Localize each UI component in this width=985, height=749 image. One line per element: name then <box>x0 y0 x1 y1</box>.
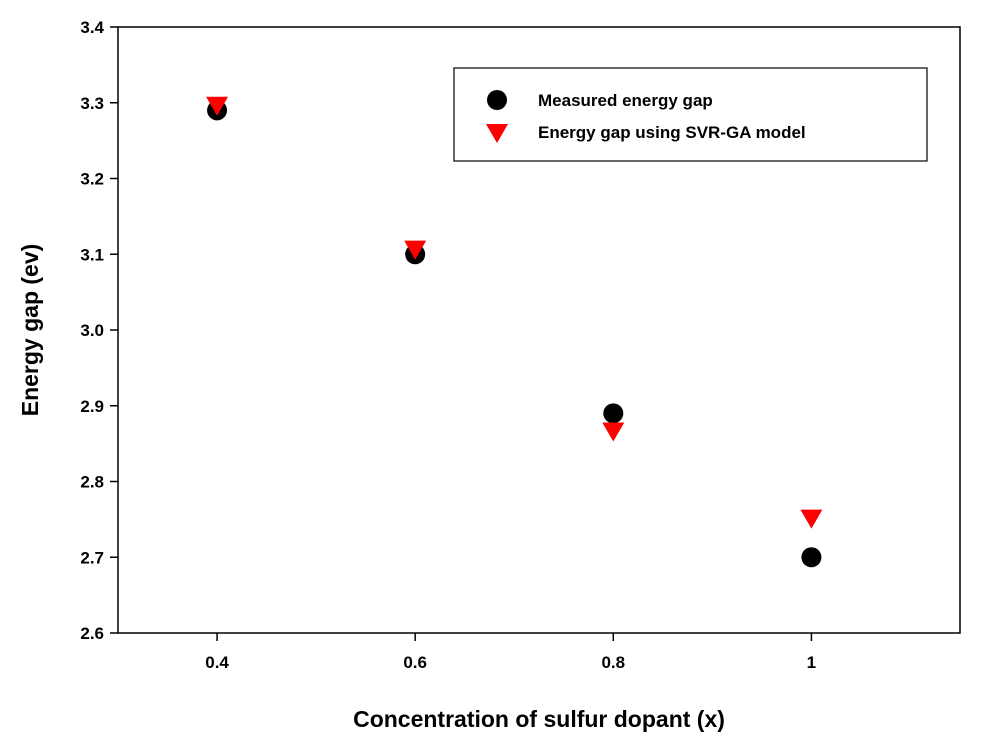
y-tick-label: 3.3 <box>80 94 104 113</box>
y-tick-label: 2.9 <box>80 397 104 416</box>
legend-box <box>453 67 928 162</box>
y-axis-title: Energy gap (ev) <box>17 244 43 417</box>
legend-marker-measured <box>487 90 507 110</box>
legend-marker-model <box>486 124 508 143</box>
y-tick-label: 3.0 <box>80 321 104 340</box>
legend-label-measured: Measured energy gap <box>538 91 713 110</box>
x-tick-label: 0.8 <box>601 653 625 672</box>
model-point <box>602 422 625 442</box>
x-axis: 0.4 0.6 0.8 1 <box>205 633 816 672</box>
x-tick-label: 0.4 <box>205 653 229 672</box>
measured-point <box>603 403 624 424</box>
data-points <box>206 96 823 568</box>
x-tick-label: 0.6 <box>403 653 427 672</box>
x-tick-label: 1 <box>807 653 816 672</box>
y-tick-label: 3.4 <box>80 18 104 37</box>
x-axis-title: Concentration of sulfur dopant (x) <box>353 706 725 732</box>
measured-point <box>801 547 822 568</box>
model-point <box>404 240 427 260</box>
legend-label-model: Energy gap using SVR-GA model <box>538 123 806 142</box>
y-tick-label: 2.7 <box>80 548 104 567</box>
y-tick-label: 3.2 <box>80 170 104 189</box>
y-tick-label: 3.1 <box>80 245 104 264</box>
y-tick-label: 2.6 <box>80 624 104 643</box>
y-tick-label: 2.8 <box>80 473 104 492</box>
y-axis: 2.6 2.7 2.8 2.9 3.0 3.1 3.2 3.3 3.4 <box>80 18 118 643</box>
model-point <box>800 509 823 529</box>
legend: Measured energy gap Energy gap using SVR… <box>453 67 928 162</box>
model-point <box>206 96 229 116</box>
